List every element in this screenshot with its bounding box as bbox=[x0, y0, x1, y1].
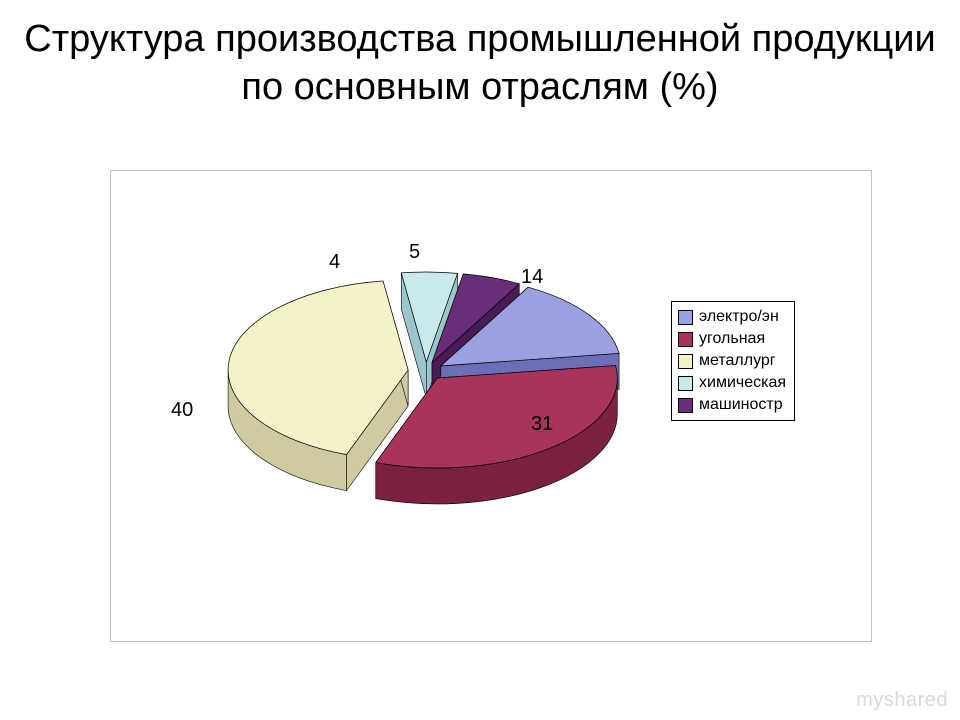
legend-item: электро/эн bbox=[678, 306, 786, 328]
watermark: myshared bbox=[856, 689, 948, 712]
legend-item: химическая bbox=[678, 372, 786, 394]
legend-label: металлург bbox=[699, 350, 776, 372]
slide: Структура производства промышленной прод… bbox=[0, 0, 960, 720]
legend-swatch bbox=[678, 310, 693, 325]
legend: электро/энугольнаяметаллургхимическаямаш… bbox=[671, 301, 795, 421]
legend-item: металлург bbox=[678, 350, 786, 372]
data-label: 5 bbox=[409, 241, 420, 264]
legend-item: машиностр bbox=[678, 394, 786, 416]
page-title: Структура производства промышленной прод… bbox=[0, 16, 960, 111]
legend-swatch bbox=[678, 376, 693, 391]
legend-swatch bbox=[678, 398, 693, 413]
data-label: 14 bbox=[521, 266, 543, 289]
legend-swatch bbox=[678, 354, 693, 369]
data-label: 40 bbox=[171, 399, 193, 422]
legend-label: угольная bbox=[699, 328, 765, 350]
legend-label: химическая bbox=[699, 372, 786, 394]
legend-swatch bbox=[678, 332, 693, 347]
legend-label: электро/эн bbox=[699, 306, 779, 328]
data-label: 4 bbox=[329, 251, 340, 274]
data-label: 31 bbox=[531, 413, 553, 436]
pie-chart: электро/энугольнаяметаллургхимическаямаш… bbox=[110, 170, 872, 642]
legend-item: угольная bbox=[678, 328, 786, 350]
legend-label: машиностр bbox=[699, 394, 783, 416]
